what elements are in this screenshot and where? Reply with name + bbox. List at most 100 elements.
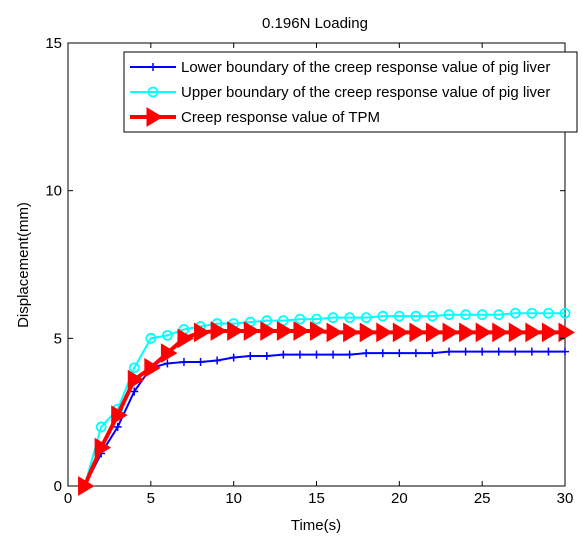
x-tick-label: 20 xyxy=(391,490,408,507)
data-point xyxy=(293,321,310,341)
data-point xyxy=(111,405,128,426)
y-tick-label: 15 xyxy=(45,35,62,52)
data-point xyxy=(543,307,554,319)
data-point xyxy=(508,322,526,343)
triangle-marker xyxy=(177,328,194,349)
data-point xyxy=(445,347,454,356)
legend: Lower boundary of the creep response val… xyxy=(123,51,578,133)
legend-label: Creep response value of TPM xyxy=(181,109,380,126)
data-point xyxy=(410,310,422,322)
circle-marker xyxy=(393,310,405,322)
x-tick-label: 0 xyxy=(64,490,72,507)
circle-marker xyxy=(294,313,306,325)
data-point xyxy=(344,312,356,324)
data-point xyxy=(94,437,112,458)
circle-marker xyxy=(476,309,488,321)
plus-marker xyxy=(179,357,188,366)
triangle-marker xyxy=(541,322,559,343)
triangle-marker xyxy=(194,322,211,343)
circle-marker xyxy=(460,309,472,321)
x-tick-label: 10 xyxy=(225,490,242,507)
x-tick-label: 15 xyxy=(308,490,325,507)
data-point xyxy=(509,307,521,319)
plus-marker xyxy=(527,347,536,356)
triangle-marker xyxy=(442,322,460,343)
y-tick-label: 10 xyxy=(45,183,62,200)
circle-marker xyxy=(377,310,389,322)
triangle-marker xyxy=(525,322,542,343)
plus-marker xyxy=(378,349,387,358)
circle-marker xyxy=(161,329,173,341)
data-point xyxy=(78,476,95,496)
data-point xyxy=(541,322,559,343)
plus-marker xyxy=(494,347,503,356)
data-point xyxy=(527,347,536,356)
triangle-marker xyxy=(376,322,393,343)
circle-marker xyxy=(145,332,157,344)
data-point xyxy=(343,322,360,343)
data-point xyxy=(559,307,571,319)
triangle-marker xyxy=(227,321,244,341)
circle-marker xyxy=(360,312,372,324)
data-point xyxy=(392,322,410,343)
data-point xyxy=(395,349,404,358)
x-tick-label: 30 xyxy=(557,490,574,507)
circle-marker xyxy=(493,309,505,321)
data-point xyxy=(130,387,139,396)
plus-marker xyxy=(362,349,371,358)
data-point xyxy=(511,347,520,356)
x-axis-title: Time(s) xyxy=(291,517,341,534)
triangle-marker xyxy=(144,357,161,378)
legend-entry: Creep response value of TPM xyxy=(130,107,380,127)
data-point xyxy=(144,357,161,378)
data-point xyxy=(179,357,188,366)
plus-marker xyxy=(213,356,222,365)
data-point xyxy=(460,309,472,321)
data-point xyxy=(494,347,503,356)
triangle-marker xyxy=(276,321,294,341)
data-point xyxy=(127,369,145,390)
triangle-marker xyxy=(210,321,228,341)
plus-marker xyxy=(279,350,288,359)
plus-marker xyxy=(149,63,157,71)
plus-marker xyxy=(411,349,420,358)
plus-marker xyxy=(262,352,271,361)
series-1 xyxy=(80,347,569,490)
data-point xyxy=(160,343,178,363)
circle-marker xyxy=(128,362,140,374)
data-point xyxy=(360,312,372,324)
data-point xyxy=(279,350,288,359)
triangle-marker xyxy=(409,322,426,343)
triangle-marker xyxy=(425,322,443,343)
plus-marker xyxy=(345,350,354,359)
data-point xyxy=(526,307,538,319)
data-point xyxy=(362,349,371,358)
data-point xyxy=(359,322,377,343)
data-point xyxy=(177,328,194,349)
plus-marker xyxy=(229,353,238,362)
circle-marker xyxy=(311,313,322,325)
triangle-marker xyxy=(475,322,493,343)
plus-marker xyxy=(511,347,520,356)
circle-marker xyxy=(427,310,438,322)
data-point xyxy=(161,329,173,341)
data-point xyxy=(243,321,261,341)
triangle-marker xyxy=(326,322,344,343)
plus-marker xyxy=(478,347,487,356)
data-point xyxy=(409,322,426,343)
plus-marker xyxy=(395,349,404,358)
plus-marker xyxy=(461,347,470,356)
y-tick-label: 0 xyxy=(54,478,62,495)
data-point xyxy=(425,322,443,343)
plus-marker xyxy=(295,350,304,359)
triangle-marker xyxy=(558,322,575,343)
circle-marker xyxy=(526,307,538,319)
data-point xyxy=(525,322,542,343)
triangle-marker xyxy=(492,322,509,343)
data-point xyxy=(113,422,122,431)
plus-marker xyxy=(312,350,321,359)
data-point xyxy=(476,309,488,321)
series-layer xyxy=(78,307,575,496)
data-point xyxy=(544,347,553,356)
